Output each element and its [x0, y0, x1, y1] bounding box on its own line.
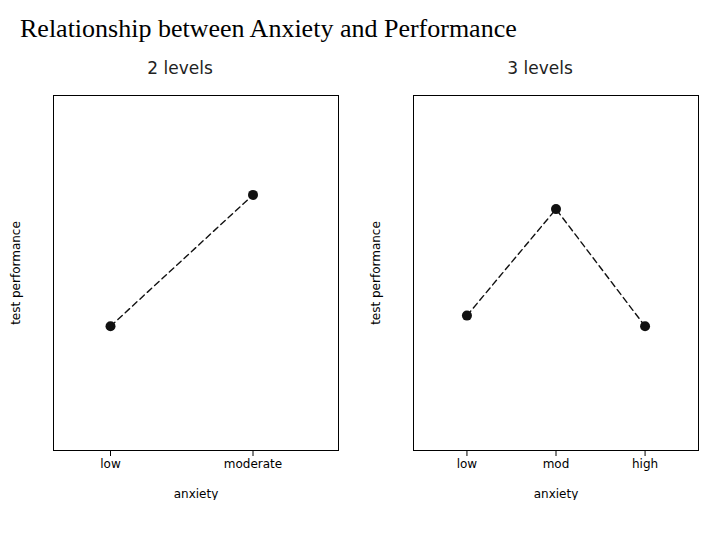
svg-text:mod: mod — [542, 457, 569, 471]
svg-text:test performance: test performance — [369, 221, 383, 325]
svg-text:anxiety: anxiety — [533, 487, 578, 501]
svg-text:high: high — [631, 457, 657, 471]
svg-text:test performance: test performance — [9, 221, 23, 325]
svg-text:anxiety: anxiety — [173, 487, 218, 501]
html-text:2 levels: 2 levels — [147, 58, 213, 78]
svg-text:low: low — [456, 457, 477, 471]
svg-text:low: low — [100, 457, 121, 471]
html-text:3 levels: 3 levels — [507, 58, 573, 78]
html-text:Relationship between Anxiety a: Relationship between Anxiety and Perform… — [20, 14, 517, 43]
svg-text:moderate: moderate — [223, 457, 281, 471]
